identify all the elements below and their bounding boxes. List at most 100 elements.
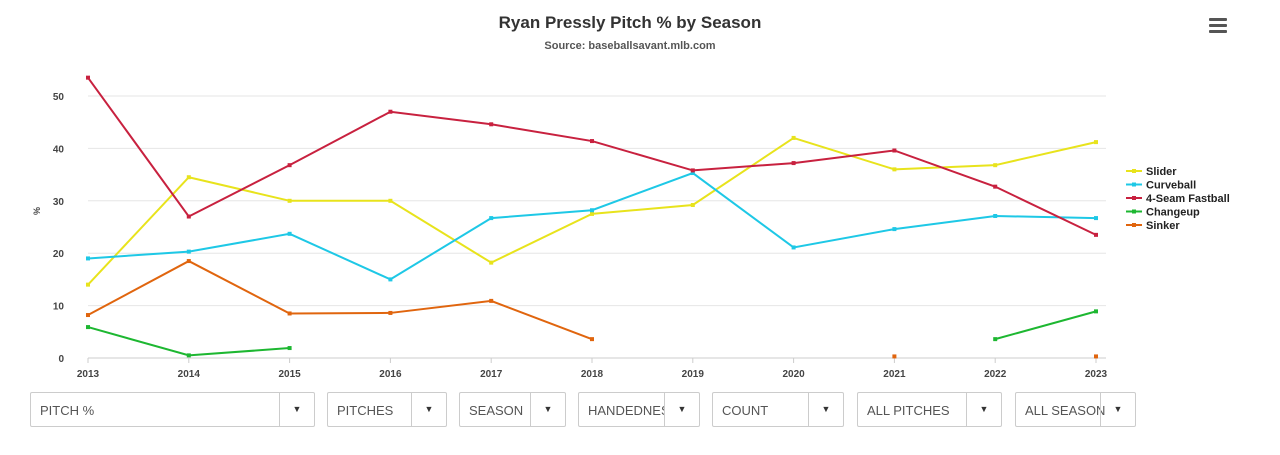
series-line-sinker xyxy=(87,259,593,341)
legend-item-sinker[interactable]: Sinker xyxy=(1126,220,1180,232)
legend-marker xyxy=(1132,169,1136,173)
y-axis-ticks: 0 10 20 30 40 50 xyxy=(53,92,65,365)
grid-lines xyxy=(88,95,1106,359)
data-point-slider[interactable] xyxy=(892,167,897,172)
data-point-changeup[interactable] xyxy=(1094,309,1098,314)
chevron-down-icon: ▼ xyxy=(966,393,1001,426)
data-point-sinker[interactable] xyxy=(287,311,292,316)
x-tick-label: 2019 xyxy=(682,369,705,380)
data-point-curveball[interactable] xyxy=(1094,216,1098,221)
legend-marker xyxy=(1132,196,1136,200)
data-point-curveball[interactable] xyxy=(791,245,796,250)
count-dropdown[interactable]: COUNT ▼ xyxy=(712,392,844,427)
data-point-4-seam-fastball[interactable] xyxy=(590,139,594,144)
season-dropdown[interactable]: SEASON ▼ xyxy=(459,392,566,427)
legend-item-4-seam-fastball[interactable]: 4-Seam Fastball xyxy=(1126,193,1230,205)
data-point-sinker[interactable] xyxy=(86,313,90,318)
chart-menu-button[interactable] xyxy=(1207,16,1229,36)
data-point-slider[interactable] xyxy=(1094,140,1098,145)
all-pitches-dropdown-label: ALL PITCHES xyxy=(867,403,950,418)
chevron-down-icon: ▼ xyxy=(530,393,565,426)
series-4-seam-fastball xyxy=(86,75,1098,237)
all-seasons-dropdown[interactable]: ALL SEASONS ▼ xyxy=(1015,392,1136,427)
data-point-slider[interactable] xyxy=(791,135,796,140)
data-point-curveball[interactable] xyxy=(690,171,695,176)
chevron-down-icon: ▼ xyxy=(664,393,699,426)
y-tick-label: 50 xyxy=(53,92,65,103)
legend-item-changeup[interactable]: Changeup xyxy=(1126,207,1200,219)
legend-label: Changeup xyxy=(1146,207,1200,219)
data-point-curveball[interactable] xyxy=(489,216,494,221)
data-point-slider[interactable] xyxy=(287,198,292,203)
data-point-changeup[interactable] xyxy=(186,353,191,358)
data-point-4-seam-fastball[interactable] xyxy=(791,161,796,166)
legend-label: Curveball xyxy=(1146,180,1196,192)
data-point-4-seam-fastball[interactable] xyxy=(287,163,292,168)
series-curveball xyxy=(86,171,1098,282)
data-point-4-seam-fastball[interactable] xyxy=(690,168,695,173)
x-tick-label: 2015 xyxy=(278,369,301,380)
all-pitches-dropdown[interactable]: ALL PITCHES ▼ xyxy=(857,392,1002,427)
y-tick-label: 40 xyxy=(53,144,65,155)
x-tick-label: 2023 xyxy=(1085,369,1108,380)
data-point-sinker[interactable] xyxy=(590,337,594,342)
legend-item-slider[interactable]: Slider xyxy=(1126,166,1177,178)
data-point-slider[interactable] xyxy=(993,163,998,168)
chevron-down-icon: ▼ xyxy=(411,393,446,426)
data-point-4-seam-fastball[interactable] xyxy=(1094,232,1098,237)
data-point-sinker[interactable] xyxy=(1094,354,1098,359)
series-line-changeup xyxy=(994,310,1097,341)
handedness-dropdown-label: HANDEDNESS xyxy=(588,403,665,418)
y-tick-label: 30 xyxy=(53,197,65,208)
data-point-sinker[interactable] xyxy=(388,310,393,315)
data-point-curveball[interactable] xyxy=(186,249,191,254)
data-point-4-seam-fastball[interactable] xyxy=(186,214,191,219)
data-point-changeup[interactable] xyxy=(287,346,292,351)
data-point-slider[interactable] xyxy=(86,282,90,287)
data-point-4-seam-fastball[interactable] xyxy=(388,109,393,114)
data-point-slider[interactable] xyxy=(690,202,695,207)
x-tick-label: 2016 xyxy=(379,369,402,380)
data-point-4-seam-fastball[interactable] xyxy=(489,122,494,127)
data-point-changeup[interactable] xyxy=(86,325,90,330)
count-dropdown-label: COUNT xyxy=(722,403,769,418)
chart-title: Ryan Pressly Pitch % by Season xyxy=(499,13,762,32)
pitch-percent-chart: Ryan Pressly Pitch % by Season Source: b… xyxy=(32,13,1230,380)
data-point-slider[interactable] xyxy=(186,175,191,180)
chevron-down-icon: ▼ xyxy=(808,393,843,426)
filter-controls: PITCH % ▼ PITCHES ▼ SEASON ▼ HANDEDNESS … xyxy=(0,392,1280,430)
y-tick-label: 20 xyxy=(53,249,65,260)
data-point-sinker[interactable] xyxy=(892,354,897,359)
data-point-curveball[interactable] xyxy=(287,231,292,236)
x-axis-ticks: 2013 2014 2015 2016 2017 2018 2019 2020 2021 2022… xyxy=(77,358,1108,380)
series-slider xyxy=(86,135,1098,287)
pitches-dropdown-label: PITCHES xyxy=(337,403,394,418)
data-point-curveball[interactable] xyxy=(590,208,594,213)
data-point-4-seam-fastball[interactable] xyxy=(892,148,897,153)
series-changeup xyxy=(86,309,1098,358)
data-point-curveball[interactable] xyxy=(892,227,897,232)
data-point-curveball[interactable] xyxy=(388,277,393,282)
metric-dropdown[interactable]: PITCH % ▼ xyxy=(30,392,315,427)
pitches-dropdown[interactable]: PITCHES ▼ xyxy=(327,392,447,427)
legend-item-curveball[interactable]: Curveball xyxy=(1126,180,1196,192)
data-point-sinker[interactable] xyxy=(186,259,191,264)
data-point-slider[interactable] xyxy=(489,260,494,265)
legend-label: Slider xyxy=(1146,166,1177,178)
x-tick-label: 2013 xyxy=(77,369,100,380)
x-tick-label: 2014 xyxy=(178,369,201,380)
legend-label: Sinker xyxy=(1146,220,1180,232)
data-point-4-seam-fastball[interactable] xyxy=(993,184,998,189)
handedness-dropdown[interactable]: HANDEDNESS ▼ xyxy=(578,392,700,427)
series-line-changeup xyxy=(87,326,290,357)
data-point-sinker[interactable] xyxy=(489,298,494,303)
data-point-changeup[interactable] xyxy=(993,337,998,342)
data-point-slider[interactable] xyxy=(590,211,594,216)
data-point-curveball[interactable] xyxy=(993,213,998,218)
data-point-curveball[interactable] xyxy=(86,256,90,261)
data-point-slider[interactable] xyxy=(388,198,393,203)
data-point-4-seam-fastball[interactable] xyxy=(86,75,90,80)
chevron-down-icon: ▼ xyxy=(279,393,314,426)
hamburger-menu-icon xyxy=(1209,18,1227,21)
